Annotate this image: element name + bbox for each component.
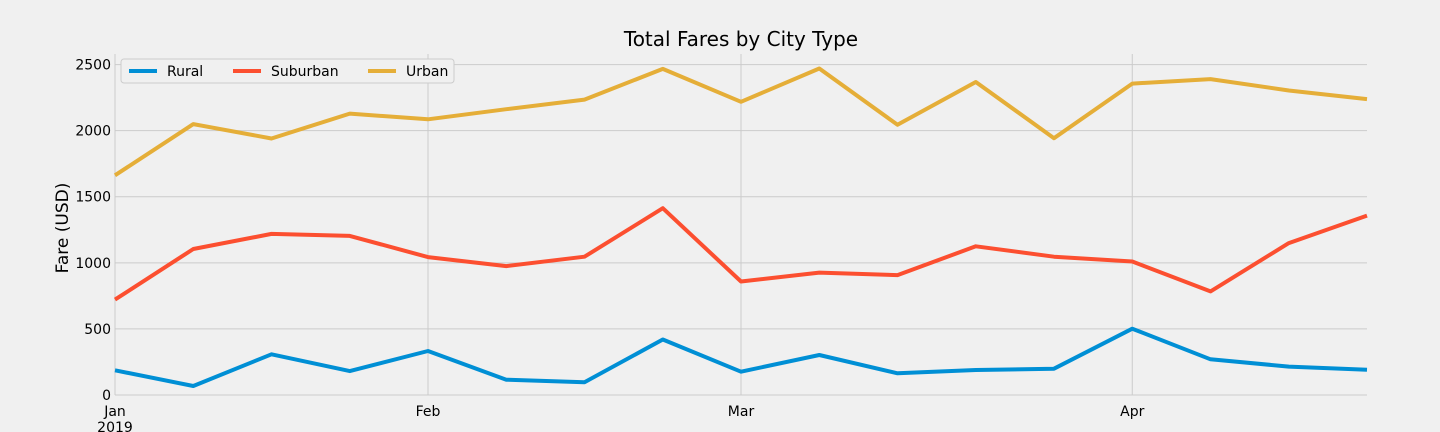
chart-title: Total Fares by City Type (623, 27, 858, 51)
series-line-urban (113, 66, 1368, 177)
legend: Rural Suburban Urban (120, 58, 455, 84)
series-lines (113, 66, 1368, 388)
legend-label-rural: Rural (167, 64, 203, 80)
x-tick-label: Mar (728, 404, 755, 420)
legend-label-suburban: Suburban (271, 64, 339, 80)
y-axis-label: Fare (USD) (53, 183, 73, 274)
legend-label-urban: Urban (406, 64, 448, 80)
y-tick-label: 2000 (75, 124, 111, 140)
x-tick-label: Apr (1120, 404, 1144, 420)
y-tick-label: 2500 (75, 58, 111, 74)
grid (114, 54, 1367, 396)
y-tick-label: 0 (102, 388, 111, 404)
y-tick-label: 500 (84, 322, 111, 338)
legend-frame (120, 58, 455, 84)
x-tick-label: Jan (103, 404, 126, 420)
x-tick-sublabel: 2019 (97, 420, 133, 432)
series-line-rural (114, 326, 1368, 388)
x-tick-label: Feb (416, 404, 441, 420)
y-tick-label: 1000 (75, 256, 111, 272)
y-axis-ticks: 0 500 1000 1500 2000 2500 (75, 58, 111, 404)
series-line-suburban (113, 206, 1368, 302)
y-tick-label: 1500 (75, 190, 111, 206)
